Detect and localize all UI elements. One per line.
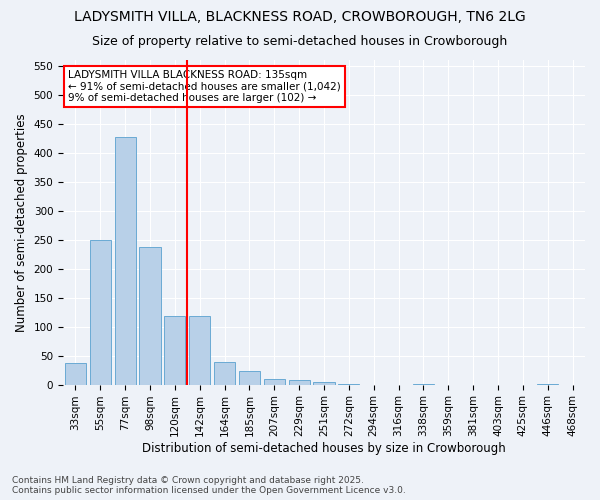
X-axis label: Distribution of semi-detached houses by size in Crowborough: Distribution of semi-detached houses by … (142, 442, 506, 455)
Y-axis label: Number of semi-detached properties: Number of semi-detached properties (15, 113, 28, 332)
Bar (239, 372, 260, 384)
Text: Size of property relative to semi-detached houses in Crowborough: Size of property relative to semi-detach… (92, 35, 508, 48)
Bar (264, 380, 285, 384)
Bar (289, 380, 310, 384)
Bar (189, 316, 210, 384)
Text: LADYSMITH VILLA, BLACKNESS ROAD, CROWBOROUGH, TN6 2LG: LADYSMITH VILLA, BLACKNESS ROAD, CROWBOR… (74, 10, 526, 24)
Text: LADYSMITH VILLA BLACKNESS ROAD: 135sqm
← 91% of semi-detached houses are smaller: LADYSMITH VILLA BLACKNESS ROAD: 135sqm ←… (68, 70, 341, 103)
Text: Contains HM Land Registry data © Crown copyright and database right 2025.
Contai: Contains HM Land Registry data © Crown c… (12, 476, 406, 495)
Bar (139, 247, 161, 384)
Bar (313, 382, 335, 384)
Bar (65, 362, 86, 384)
Bar (164, 316, 185, 384)
Bar (90, 240, 111, 384)
Bar (214, 362, 235, 384)
Bar (115, 136, 136, 384)
